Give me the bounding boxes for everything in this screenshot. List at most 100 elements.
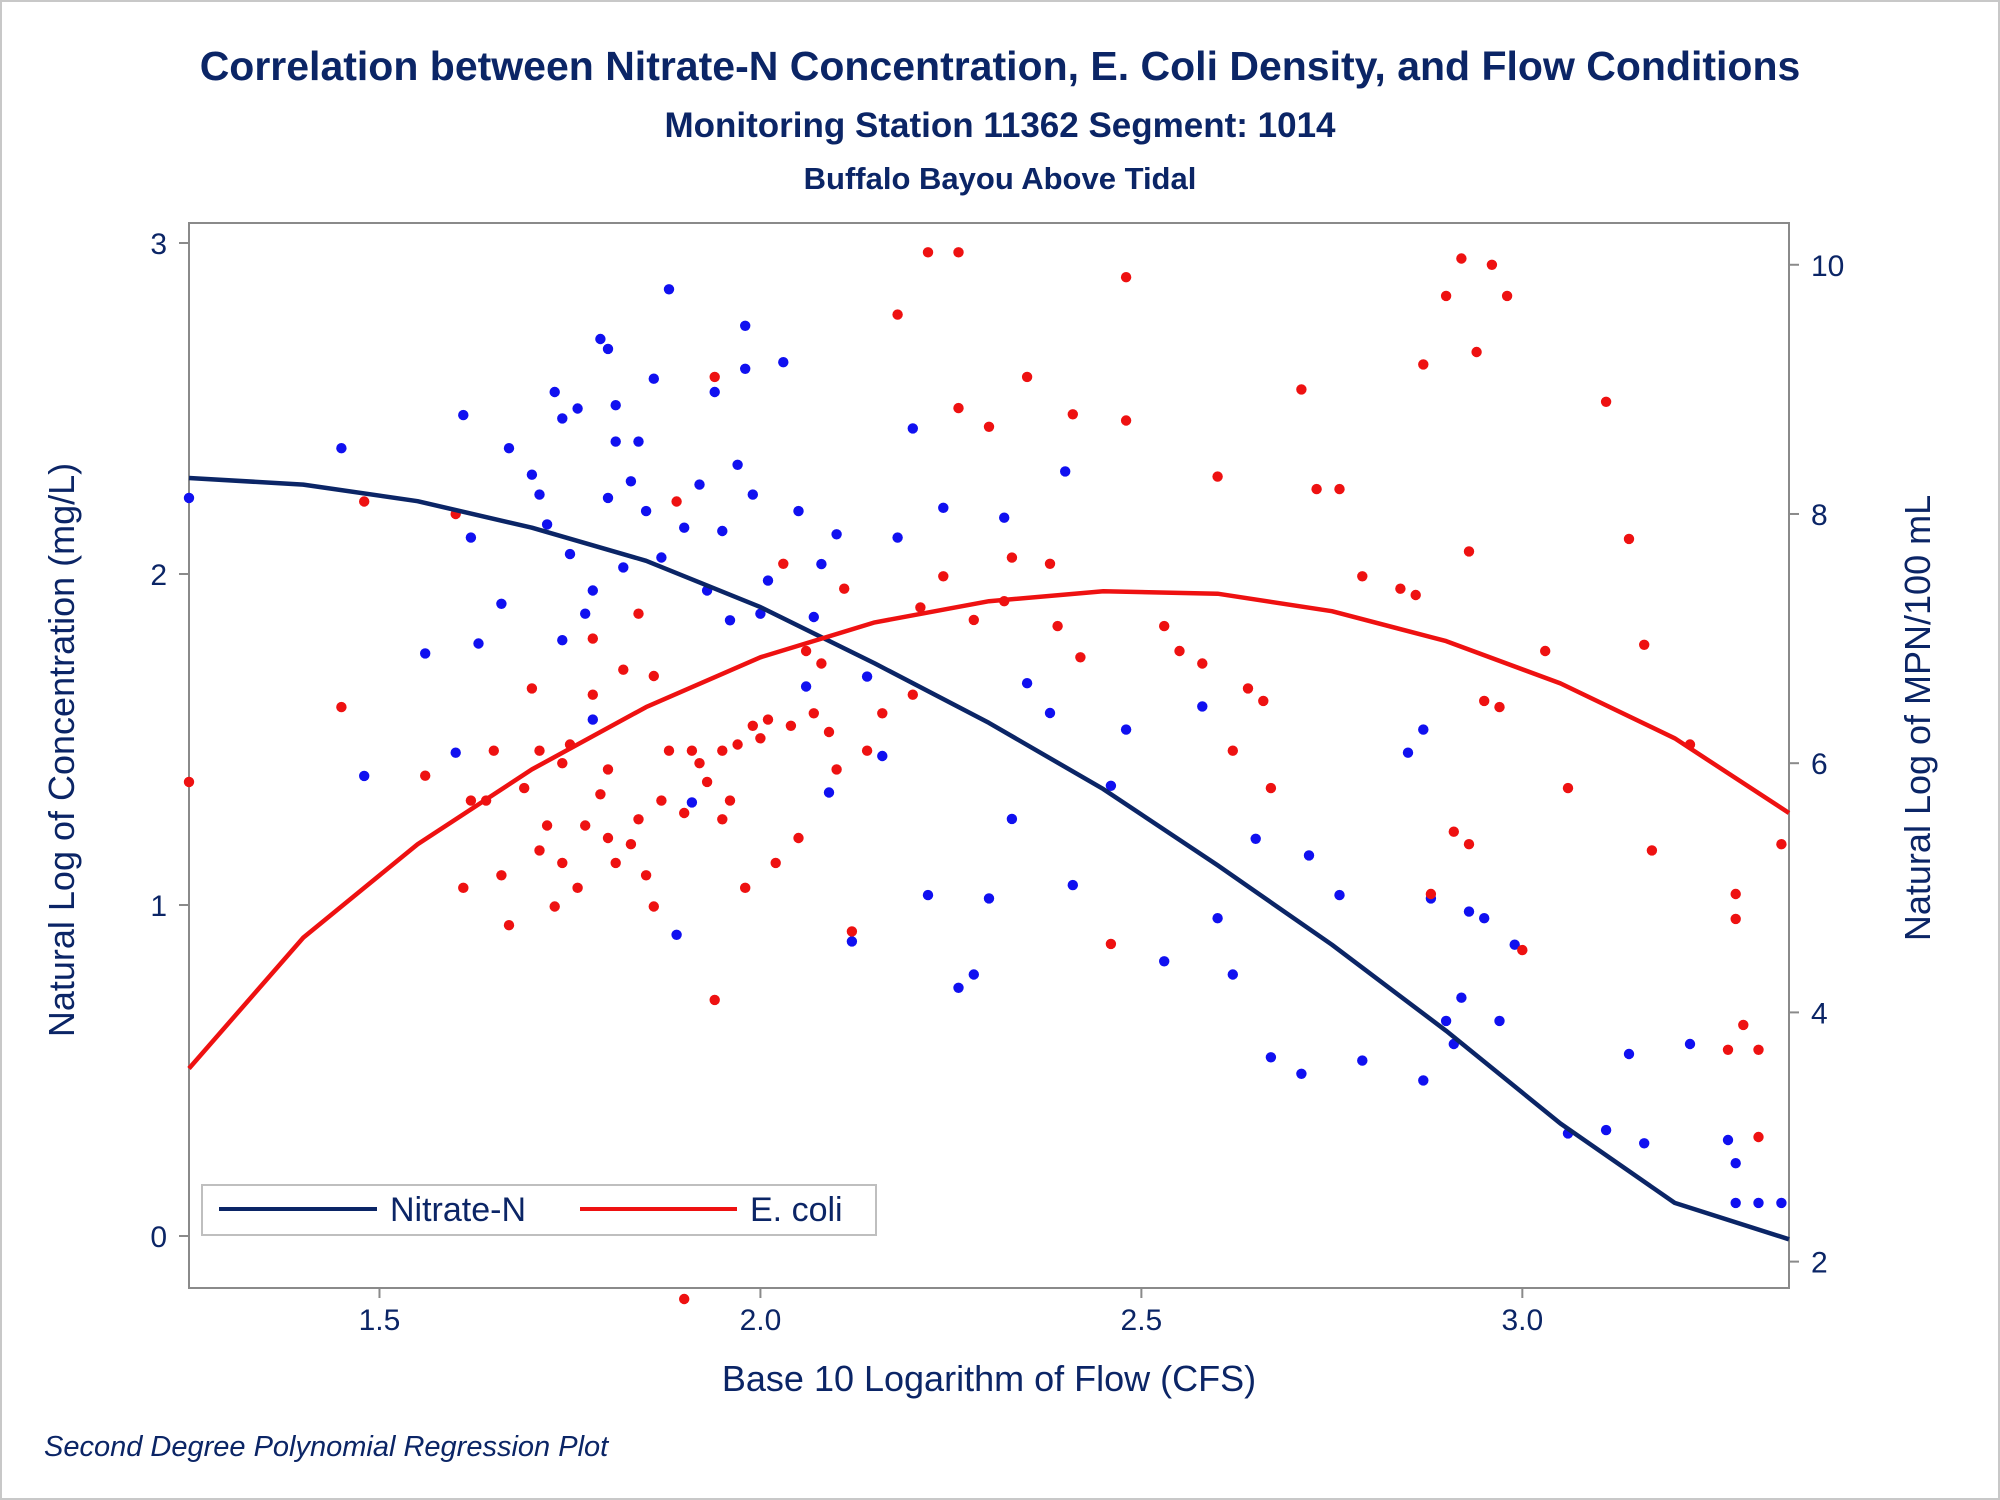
nitrate-point <box>465 532 477 543</box>
nitrate-point <box>595 333 606 345</box>
nitrate-point <box>625 476 637 487</box>
nitrate-point <box>953 982 964 993</box>
ecoli-point <box>770 857 781 869</box>
nitrate-point <box>846 936 858 947</box>
ecoli-point <box>557 758 568 769</box>
nitrate-point <box>877 750 888 762</box>
ecoli-point <box>633 814 644 825</box>
y2-tick-label: 8 <box>1811 499 1828 532</box>
nitrate-point <box>1334 889 1345 901</box>
y-tick-label: 3 <box>150 228 167 261</box>
ecoli-point <box>1075 652 1086 663</box>
nitrate-point <box>1463 906 1475 917</box>
axis-ticks: 1.5 2.0 2.5 3.0 0 1 2 3 2 4 6 8 10 <box>150 228 1844 1337</box>
nitrate-point <box>1684 1038 1696 1050</box>
nitrate-point <box>503 443 515 454</box>
nitrate-fit-line <box>188 475 1790 1242</box>
nitrate-point <box>587 714 598 725</box>
nitrate-point <box>1044 707 1056 719</box>
ecoli-point <box>762 714 774 725</box>
plot-area <box>188 222 1790 1289</box>
x-tick-label: 3.0 <box>1501 1304 1543 1337</box>
ecoli-point <box>785 720 797 731</box>
nitrate-point <box>473 638 484 649</box>
ecoli-point <box>1517 944 1528 956</box>
x-tick-label: 2.5 <box>1121 1304 1163 1337</box>
ecoli-fit-line <box>187 588 1791 1070</box>
y-tick-label: 1 <box>150 890 167 923</box>
legend: Nitrate-N E. coli <box>201 1184 877 1236</box>
nitrate-point <box>1509 939 1520 950</box>
ecoli-point <box>938 571 949 582</box>
ecoli-point <box>724 795 736 806</box>
nitrate-point <box>1303 850 1315 861</box>
nitrate-point <box>999 512 1010 523</box>
ecoli-point <box>587 689 598 700</box>
y-axis-label: Natural Log of Concentration (mg/L) <box>41 463 82 1037</box>
ecoli-point <box>580 820 591 831</box>
ecoli-point <box>1105 938 1117 950</box>
nitrate-point <box>557 635 568 646</box>
ecoli-point <box>1562 782 1574 794</box>
ecoli-point <box>572 882 583 893</box>
nitrate-point <box>541 519 553 530</box>
ecoli-point <box>1395 583 1406 594</box>
ecoli-point <box>648 670 659 682</box>
ecoli-point <box>183 776 195 788</box>
nitrate-point <box>1067 879 1079 891</box>
nitrate-point <box>1730 1197 1741 1209</box>
nitrate-point <box>755 608 766 619</box>
ecoli-point <box>640 870 652 881</box>
ecoli-point <box>861 745 873 756</box>
nitrate-point <box>793 505 804 517</box>
nitrate-point <box>1060 466 1071 477</box>
ecoli-point <box>420 770 431 781</box>
ecoli-point <box>1227 745 1239 756</box>
nitrate-point <box>778 357 789 368</box>
nitrate-point <box>1250 833 1261 844</box>
ecoli-point <box>648 901 659 912</box>
ecoli-point <box>831 764 842 775</box>
nitrate-point <box>938 502 949 513</box>
nitrate-point <box>1265 1052 1277 1063</box>
ecoli-point <box>1639 639 1650 650</box>
ecoli-point <box>1463 839 1475 850</box>
nitrate-point <box>747 489 758 500</box>
nitrate-point <box>1021 678 1033 689</box>
ecoli-point <box>541 820 553 831</box>
ecoli-point <box>1479 695 1490 707</box>
ecoli-point <box>1120 415 1132 426</box>
ecoli-point <box>983 421 995 432</box>
chart-subtitle-2: Buffalo Bayou Above Tidal <box>804 161 1197 196</box>
nitrate-point <box>816 558 827 570</box>
nitrate-point <box>648 373 659 384</box>
ecoli-point <box>1738 1019 1749 1031</box>
ecoli-point <box>1722 1044 1734 1056</box>
ecoli-point <box>359 496 370 507</box>
nitrate-point <box>1357 1055 1368 1066</box>
y2-axis-label: Natural Log of MPN/100 mL <box>1897 495 1938 941</box>
chart-footnote: Second Degree Polynomial Regression Plot <box>44 1431 610 1463</box>
legend-label-ecoli: E. coli <box>750 1191 843 1229</box>
nitrate-point <box>1730 1158 1741 1169</box>
ecoli-point <box>602 764 614 775</box>
nitrate-point <box>572 403 583 414</box>
y2-tick-label: 2 <box>1811 1247 1828 1280</box>
ecoli-point <box>1456 253 1467 264</box>
nitrate-point <box>732 459 743 470</box>
nitrate-point <box>1456 992 1467 1003</box>
nitrate-point <box>1197 701 1208 712</box>
nitrate-point <box>602 343 614 355</box>
nitrate-point <box>1753 1197 1764 1209</box>
ecoli-point <box>1044 558 1056 569</box>
ecoli-point <box>1494 701 1505 713</box>
ecoli-point <box>633 608 644 619</box>
ecoli-point <box>1410 589 1421 601</box>
nitrate-point <box>549 386 560 398</box>
nitrate-point <box>587 585 598 596</box>
nitrate-point <box>1006 813 1018 825</box>
ecoli-point <box>587 633 598 644</box>
ecoli-point <box>1425 888 1437 900</box>
